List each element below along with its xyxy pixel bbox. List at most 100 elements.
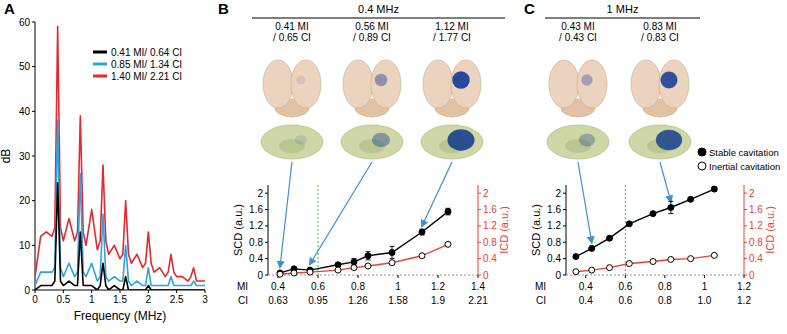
ci-axis-label: CI <box>536 295 546 306</box>
legend-label: 0.85 MI/ 1.34 CI <box>111 59 182 70</box>
y-tick <box>32 22 35 23</box>
error-bar <box>420 229 425 235</box>
dye-spot <box>581 74 593 86</box>
y2-tick <box>744 258 747 259</box>
threshold-line <box>625 185 626 275</box>
image-label: / 0.65 CI <box>273 32 311 43</box>
ci-tick-label: 0.4 <box>579 295 593 306</box>
y2-tick-label: 0.4 <box>749 253 763 264</box>
y2-tick <box>478 225 481 226</box>
error-bar <box>336 263 341 267</box>
x-axis-label: MI <box>237 281 248 292</box>
x-tick-label: 1 <box>89 294 95 305</box>
dye-spot <box>452 71 470 89</box>
x-tick <box>91 290 92 293</box>
legend: Stable cavitation Inertial cavitation <box>698 147 780 172</box>
y2-axis <box>478 185 479 275</box>
y2-tick-label: 2 <box>749 188 755 199</box>
y-tick-label: 10 <box>19 240 31 251</box>
header-rule <box>252 17 505 18</box>
panel-label: A <box>4 0 15 17</box>
hemisphere <box>291 60 321 108</box>
y-tick <box>32 200 35 201</box>
y2-tick <box>744 209 747 210</box>
image-label: / 0.83 CI <box>641 32 679 43</box>
data-point <box>688 196 694 202</box>
series-line <box>280 212 448 273</box>
hemisphere <box>549 60 579 108</box>
y-tick-label: 1.6 <box>547 204 561 215</box>
dye-spot <box>661 72 678 89</box>
data-point <box>419 253 425 259</box>
plot-area <box>277 185 451 277</box>
section <box>341 125 403 159</box>
threshold-line <box>318 185 319 275</box>
data-point <box>589 267 595 273</box>
y2-axis-label: ICD (a.u.) <box>498 206 510 254</box>
section <box>547 125 609 159</box>
error-bar <box>446 208 451 215</box>
y-tick <box>265 225 268 226</box>
x-tick <box>358 275 359 278</box>
x-tick <box>664 275 665 278</box>
y2-tick <box>478 193 481 194</box>
y-tick-label: 0.8 <box>547 237 561 248</box>
x-tick <box>398 275 399 278</box>
chart-C: 1 MHz0.43 MI/ 0.43 CI0.83 MI/ 0.83 CI00.… <box>530 3 780 306</box>
y-tick-label: 1.6 <box>249 204 263 215</box>
y-axis-label: dB <box>0 149 13 164</box>
y-tick <box>32 111 35 112</box>
y-axis-label: SCD (a.u.) <box>232 204 244 256</box>
hemisphere <box>343 60 373 108</box>
ci-tick-label: 1.0 <box>697 295 711 306</box>
data-point <box>291 270 297 276</box>
data-point <box>445 209 451 215</box>
data-point <box>351 259 357 265</box>
dye-region <box>295 135 307 145</box>
y-tick <box>563 275 566 276</box>
y-tick <box>563 258 566 259</box>
image-label: / 0.43 CI <box>559 32 597 43</box>
dye-spot <box>296 75 305 84</box>
ci-tick-label: 1.9 <box>431 295 445 306</box>
brain-coronal-section <box>341 125 403 159</box>
header-rule <box>545 17 700 18</box>
y-tick-label: 2 <box>257 188 263 199</box>
x-tick-label: 0 <box>32 294 38 305</box>
hemisphere <box>371 60 401 108</box>
legend-swatch <box>93 75 107 78</box>
chart-a: 00.511.522.530102030405060Frequency (MHz… <box>0 17 208 324</box>
legend-label: Stable cavitation <box>709 147 779 158</box>
y-tick-label: 40 <box>19 106 31 117</box>
plot-area <box>573 185 717 275</box>
image-label: 1.12 MI <box>435 21 468 32</box>
y-tick <box>32 156 35 157</box>
series-line <box>576 255 714 271</box>
y-tick-label: 60 <box>19 17 31 28</box>
x-tick-label: 0.5 <box>56 294 70 305</box>
x-tick <box>148 290 149 293</box>
hemisphere <box>263 60 293 108</box>
y2-tick <box>478 209 481 210</box>
image-label: / 0.89 CI <box>353 32 391 43</box>
ci-tick-label: 0.8 <box>658 295 672 306</box>
section <box>629 125 691 159</box>
image-label: 0.83 MI <box>643 21 676 32</box>
brain-top-view <box>549 60 607 117</box>
legend-marker <box>698 162 706 170</box>
x-axis-label: MI <box>535 281 546 292</box>
ci-tick-label: 0.95 <box>308 295 328 306</box>
spectrum-line <box>35 183 205 290</box>
y-tick-label: 1.2 <box>547 220 561 231</box>
y-tick <box>265 193 268 194</box>
legend: 0.41 MI/ 0.64 CI0.85 MI/ 1.34 CI1.40 MI/… <box>93 47 182 82</box>
y-tick-label: 20 <box>19 195 31 206</box>
hemisphere <box>451 60 481 108</box>
error-bar <box>668 201 673 213</box>
y2-tick-label: 0.8 <box>749 237 763 248</box>
brain-coronal-section <box>629 125 691 159</box>
x-tick <box>176 290 177 293</box>
legend-label: Inertial cavitation <box>709 161 780 172</box>
y-tick-label: 0.4 <box>249 253 263 264</box>
series-line <box>576 189 714 257</box>
